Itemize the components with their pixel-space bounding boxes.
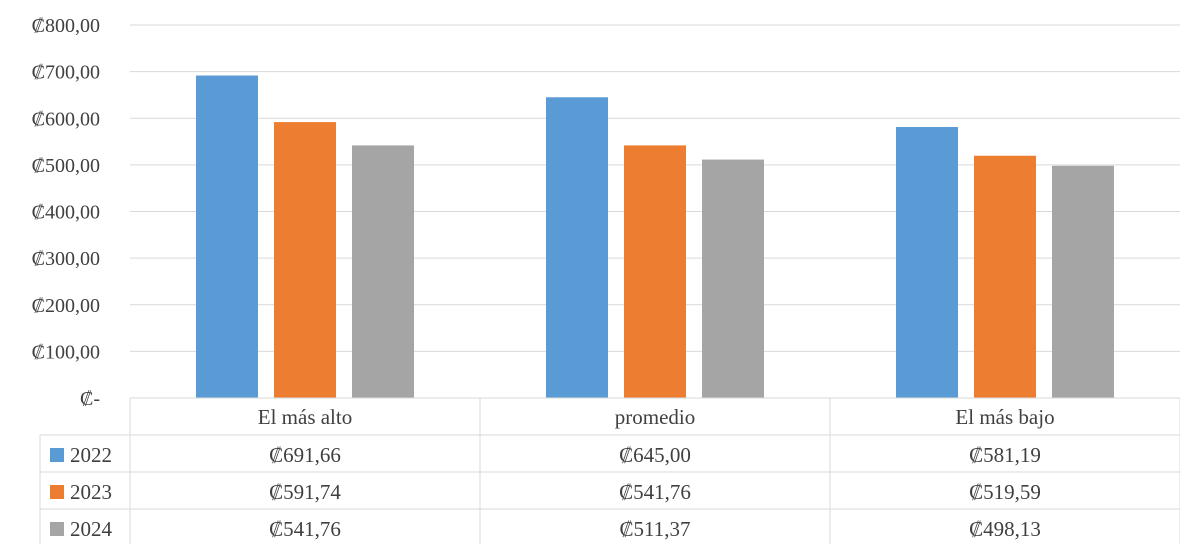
bar <box>1052 165 1114 398</box>
legend-label: 2023 <box>70 480 112 504</box>
bar <box>624 145 686 398</box>
data-label: ₡581,19 <box>969 443 1041 467</box>
bars <box>196 75 1114 399</box>
data-label: ₡511,37 <box>620 517 691 541</box>
data-label: ₡591,74 <box>269 480 341 504</box>
bar <box>196 75 258 399</box>
y-tick-label: ₡800,00 <box>32 15 100 37</box>
bar <box>352 145 414 398</box>
y-tick-label: ₡700,00 <box>32 62 100 84</box>
data-label: ₡519,59 <box>969 480 1041 504</box>
category-label: El más alto <box>258 405 352 429</box>
y-tick-label: ₡100,00 <box>32 341 100 363</box>
legend-key <box>50 448 64 462</box>
legend-label: 2022 <box>70 443 112 467</box>
legend-label: 2024 <box>70 517 113 541</box>
bar <box>974 155 1036 398</box>
y-tick-label: ₡300,00 <box>32 248 100 270</box>
y-tick-label: ₡500,00 <box>32 155 100 177</box>
bar <box>896 127 958 398</box>
legend-key <box>50 522 64 536</box>
legend-key <box>50 485 64 499</box>
y-tick-label: ₡400,00 <box>32 202 100 224</box>
category-label: promedio <box>615 405 695 429</box>
y-tick-label: ₡- <box>80 388 100 410</box>
category-label: El más bajo <box>955 405 1054 429</box>
bar <box>702 159 764 398</box>
bar <box>546 97 608 399</box>
data-label: ₡691,66 <box>269 443 341 467</box>
data-label: ₡498,13 <box>969 517 1041 541</box>
data-table: El más alto promedio El más bajo 2022 ₡691,6… <box>39 397 1180 544</box>
data-label: ₡541,76 <box>269 517 341 541</box>
y-tick-label: ₡200,00 <box>32 295 100 317</box>
data-label: ₡541,76 <box>619 480 691 504</box>
y-axis-tick-labels: ₡- ₡100,00 ₡200,00 ₡300,00 ₡400,00 ₡500,00 ₡60… <box>32 15 100 410</box>
bar <box>274 122 336 398</box>
y-tick-label: ₡600,00 <box>32 108 100 130</box>
data-label: ₡645,00 <box>619 443 691 467</box>
